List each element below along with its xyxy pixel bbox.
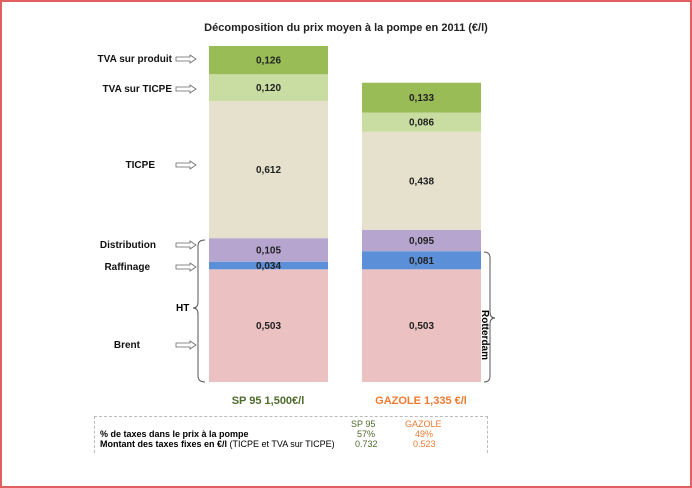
data-label: 0,133: [409, 93, 434, 104]
table-row-label-pct: % de taxes dans le prix à la pompe: [100, 429, 249, 439]
data-label: 0,095: [409, 236, 434, 247]
legend-label-raffinage: Raffinage: [104, 262, 150, 273]
bar-segment-ticpe: [362, 131, 481, 230]
arrow-icon: [175, 54, 197, 64]
bar-segment-tva-sur-ticpe: [209, 74, 328, 102]
table-cell-gazole-pct: 49%: [415, 429, 434, 439]
bar-segment-ticpe: [209, 101, 328, 239]
table-cell-sp95-pct: 57%: [357, 429, 376, 439]
data-label: 0,034: [256, 261, 281, 272]
category-label-gazole: GAZOLE 1,335 €/l: [375, 395, 467, 407]
bar-segment-distribution: [209, 238, 328, 262]
data-label: 0,438: [409, 176, 434, 187]
ht-brace: [192, 239, 206, 383]
table-header-gazole: GAZOLE: [405, 419, 442, 429]
data-label: 0,126: [256, 56, 281, 67]
legend-label-ticpe: TICPE: [125, 160, 155, 171]
data-label: 0,086: [409, 118, 434, 129]
tax-table: SP 95 GAZOLE % de taxes dans le prix à l…: [94, 416, 488, 453]
bar-segment-distribution: [362, 229, 481, 252]
data-label: 0,503: [256, 321, 281, 332]
arrow-icon: [175, 84, 197, 94]
data-label: 0,612: [256, 165, 281, 176]
arrow-icon: [175, 160, 197, 170]
arrow-icon: [175, 240, 197, 250]
bar-segment-raffinage: [209, 261, 328, 270]
bar-segment-raffinage: [362, 251, 481, 270]
chart-title: Décomposition du prix moyen à la pompe e…: [204, 22, 488, 34]
legend-label-tva-ticpe: TVA sur TICPE: [102, 84, 172, 95]
arrow-icon: [175, 262, 197, 272]
data-label: 0,081: [409, 256, 434, 267]
bar-segment-brent: [209, 269, 328, 382]
bar-segment-tva-sur-ticpe: [362, 112, 481, 132]
table-row-label-fixed: Montant des taxes fixes en €/l (TICPE et…: [100, 439, 335, 449]
legend-label-brent: Brent: [113, 340, 140, 351]
bar-segment-tva-sur-produit: [209, 46, 328, 75]
category-label-sp95: SP 95 1,500€/l: [231, 395, 305, 407]
bar-segment-tva-sur-produit: [362, 82, 481, 113]
data-label: 0,105: [256, 245, 281, 256]
table-cell-gazole-fixed: 0.523: [413, 439, 436, 449]
table-cell-sp95-fixed: 0.732: [355, 439, 378, 449]
arrow-icon: [175, 340, 197, 350]
data-label: 0,503: [409, 321, 434, 332]
legend-label-tva-produit: TVA sur produit: [97, 54, 172, 65]
ht-label: HT: [176, 303, 190, 314]
bar-segment-brent: [362, 269, 481, 382]
legend-label-distribution: Distribution: [99, 240, 156, 251]
rotterdam-label: Rotterdam: [479, 310, 490, 361]
data-label: 0,120: [256, 83, 281, 94]
rotterdam-brace: [483, 251, 496, 383]
table-header-sp95: SP 95: [351, 419, 376, 429]
